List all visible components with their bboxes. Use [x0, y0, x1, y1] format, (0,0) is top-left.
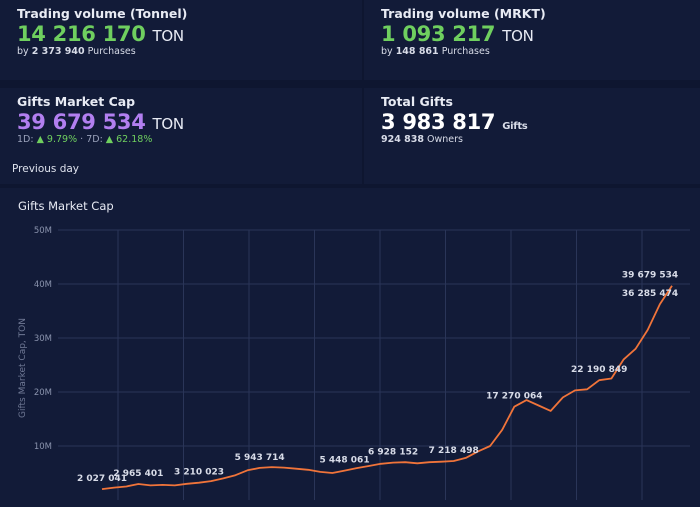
- chart: Gifts Market Cap Gifts Market Cap, TON 1…: [0, 188, 700, 507]
- data-label: 6 928 152: [368, 448, 418, 458]
- chart-panel: [0, 188, 700, 507]
- card-value-row: 39 679 534 TON: [17, 110, 362, 134]
- card-unit: TON: [152, 115, 185, 133]
- y-tick-label: 40M: [34, 280, 52, 290]
- card-unit: TON: [152, 27, 185, 45]
- card-sub: by 2 373 940 Purchases: [17, 46, 362, 57]
- separator: ·: [80, 134, 84, 145]
- previous-day: Previous day: [12, 163, 80, 175]
- card-value: 39 679 534: [17, 110, 146, 134]
- change-value: ▲ 62.18%: [105, 134, 153, 145]
- change-value: ▲ 9.79%: [36, 134, 78, 145]
- data-label: 5 448 061: [319, 456, 369, 466]
- data-label: 17 270 064: [486, 392, 542, 402]
- y-axis-title: Gifts Market Cap, TON: [18, 318, 28, 418]
- data-label: 39 679 534: [622, 271, 678, 281]
- card-value: 1 093 217: [381, 22, 496, 46]
- sub-suffix: Purchases: [87, 46, 136, 57]
- card-title: Trading volume (Tonnel): [17, 6, 188, 21]
- sub-suffix: Owners: [427, 134, 463, 145]
- y-tick-label: 50M: [34, 226, 52, 236]
- card-value: 3 983 817: [381, 110, 496, 134]
- card-value-row: 1 093 217 TON: [381, 22, 700, 46]
- y-tick-label: 20M: [34, 388, 52, 398]
- sub-suffix: Purchases: [441, 46, 490, 57]
- data-label: 2 027 041: [77, 474, 127, 484]
- data-label: 5 943 714: [235, 453, 285, 463]
- line: [101, 285, 673, 490]
- change-label: 1D:: [17, 134, 34, 145]
- sub-value: 924 838: [381, 134, 424, 145]
- data-label: 36 285 474: [622, 289, 678, 299]
- card-value-row: 14 216 170 TON: [17, 22, 362, 46]
- card: Trading volume (MRKT) 1 093 217 TON by 1…: [364, 0, 700, 80]
- data-label: 2 965 401: [113, 469, 163, 479]
- change-label: 7D:: [86, 134, 103, 145]
- card: Gifts Market Cap 39 679 534 TON 1D: ▲ 9.…: [0, 88, 362, 184]
- card-title: Total Gifts: [381, 94, 453, 109]
- card: Trading volume (Tonnel) 14 216 170 TON b…: [0, 0, 362, 80]
- data-label: 22 190 849: [571, 365, 627, 375]
- card-sub: by 148 861 Purchases: [381, 46, 700, 57]
- card: Total Gifts 3 983 817 Gifts 924 838 Owne…: [364, 88, 700, 184]
- card-sub: 924 838 Owners: [381, 134, 700, 145]
- y-tick-label: 10M: [34, 442, 52, 452]
- chart-title: Gifts Market Cap: [18, 199, 114, 213]
- data-label: 3 210 023: [174, 468, 224, 478]
- sub-prefix: by: [17, 46, 29, 57]
- card-unit: TON: [502, 27, 534, 45]
- card-change: 1D: ▲ 9.79% · 7D: ▲ 62.18%: [17, 134, 362, 145]
- card-value: 14 216 170: [17, 22, 146, 46]
- sub-value: 2 373 940: [31, 46, 85, 57]
- card-value-row: 3 983 817 Gifts: [381, 110, 700, 134]
- data-label: 7 218 498: [429, 446, 479, 456]
- sub-value: 148 861: [395, 46, 439, 57]
- sub-prefix: by: [381, 46, 393, 57]
- card-title: Trading volume (MRKT): [381, 6, 546, 21]
- card-title: Gifts Market Cap: [17, 94, 136, 109]
- card-unit: Gifts: [502, 121, 528, 132]
- y-tick-label: 30M: [34, 334, 52, 344]
